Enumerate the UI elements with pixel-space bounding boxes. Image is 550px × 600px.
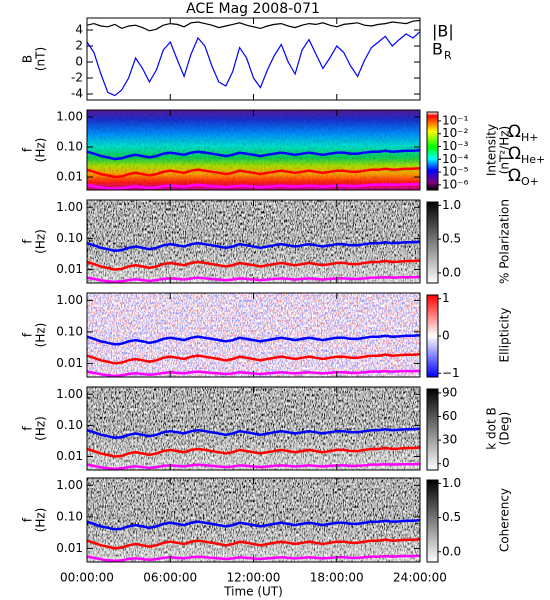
y-tick-label: 0.01 [56, 262, 83, 276]
colorbar-tick-label: 1.0 [442, 476, 461, 490]
y-axis-label: (Hz) [34, 229, 48, 254]
colorbar-label: Ellipticity [498, 308, 512, 363]
y-tick-label: 0.01 [56, 449, 83, 463]
y-tick-label: -2 [71, 71, 83, 85]
y-axis-label: (Hz) [34, 508, 48, 533]
colorbar-tick-label: 90 [442, 385, 457, 399]
y-tick-label: 0.10 [56, 231, 83, 245]
colorbar-tick-label: 10⁻⁴ [442, 152, 469, 166]
legend-subscript: R [444, 49, 452, 62]
colorbar-tick-label: 0.0 [442, 544, 461, 558]
gyrofrequency-line [87, 149, 420, 161]
colorbar-label: (Deg) [498, 412, 512, 446]
gyrofrequency-line [87, 446, 420, 458]
colorbar [426, 294, 439, 378]
y-tick-label: 1.00 [56, 387, 83, 401]
colorbar-tick-label: 1 [442, 291, 450, 305]
y-tick-label: 1.00 [56, 478, 83, 492]
colorbar-tick-label: 0.5 [442, 232, 461, 246]
colorbar [426, 201, 439, 284]
y-tick-label: 1.00 [56, 200, 83, 214]
colorbar-label: % Polarization [498, 199, 512, 284]
colorbar-tick-label: 0 [442, 456, 450, 470]
y-axis-label: f [21, 332, 35, 337]
y-tick-label: 1.00 [56, 293, 83, 307]
colorbar-tick-label: 10⁻⁶ [442, 177, 469, 191]
x-tick-label: 18:00:00 [310, 571, 364, 585]
gyrofrequency-line [87, 519, 420, 531]
colorbar-label: Intensity [485, 124, 499, 176]
colorbar-label: (nT²/Hz) [498, 126, 512, 174]
colorbar [426, 479, 439, 563]
y-axis-label: B [21, 55, 35, 63]
y-axis-label: f [21, 426, 35, 431]
y-tick-label: 0.10 [56, 140, 83, 154]
y-axis-label: (Hz) [34, 138, 48, 163]
x-tick-label: 24:00:00 [393, 571, 447, 585]
legend-label: Ω [508, 166, 521, 186]
colorbar-tick-label: 0.5 [442, 510, 461, 524]
data-line [87, 31, 420, 97]
colorbar-tick-label: 10⁻² [442, 126, 469, 140]
y-axis-label: (Hz) [34, 416, 48, 441]
spectrogram-texture [87, 110, 420, 190]
gyrofrequency-line [87, 259, 420, 271]
x-tick-label: 12:00:00 [227, 571, 281, 585]
legend-label: |B| [432, 22, 454, 41]
spectrogram-blue [87, 293, 420, 377]
colorbar-label: Coherency [498, 488, 512, 552]
y-axis-label: (Hz) [34, 323, 48, 348]
colorbar-tick-label: 1.0 [442, 198, 461, 212]
x-tick-label: 00:00:00 [60, 571, 114, 585]
y-axis-label: f [21, 517, 35, 522]
colorbar-tick-label: −1 [442, 366, 460, 380]
colorbar-tick-label: 0 [442, 329, 450, 343]
colorbar-label: k dot B [485, 407, 499, 449]
colorbar-tick-label: 10⁻¹ [442, 113, 469, 127]
spectrogram-fade [87, 200, 420, 283]
legend-subscript: H+ [521, 131, 539, 144]
legend-subscript: He+ [521, 153, 545, 166]
colorbar-tick-label: 10⁻³ [442, 139, 469, 153]
y-axis-label: f [21, 239, 35, 244]
y-tick-label: 1.00 [56, 109, 83, 123]
gyrofrequency-line [87, 334, 420, 346]
y-tick-label: 0.10 [56, 509, 83, 523]
y-tick-label: 0.10 [56, 324, 83, 338]
gyrofrequency-line [87, 537, 420, 550]
legend-subscript: O+ [521, 175, 539, 188]
x-axis-label: Time (UT) [223, 585, 283, 599]
colorbar-tick-label: 10⁻⁵ [442, 165, 469, 179]
y-tick-label: 4 [75, 23, 83, 37]
y-tick-label: 0.01 [56, 356, 83, 370]
colorbar-tick-label: 0.0 [442, 265, 461, 279]
y-axis-label: (nT) [34, 47, 48, 71]
gyrofrequency-line [87, 427, 420, 440]
data-line [87, 19, 420, 32]
gyrofrequency-line [87, 240, 420, 253]
gyrofrequency-line [87, 352, 420, 365]
y-axis-label: f [21, 147, 35, 152]
y-tick-label: 0 [75, 55, 83, 69]
chart-title: ACE Mag 2008-071 [186, 1, 320, 17]
y-tick-label: 0.01 [56, 541, 83, 555]
colorbar-tick-label: 60 [442, 409, 457, 423]
y-tick-label: 0.10 [56, 418, 83, 432]
colorbar [426, 111, 439, 191]
legend-label: Ω [508, 122, 521, 142]
y-tick-label: 0.01 [56, 170, 83, 184]
colorbar-tick-label: 30 [442, 433, 457, 447]
legend-label: Ω [508, 144, 521, 164]
colorbar [426, 388, 439, 471]
y-tick-label: 2 [75, 39, 83, 53]
legend-label: B [432, 40, 443, 59]
x-tick-label: 06:00:00 [143, 571, 197, 585]
gyrofrequency-line [87, 167, 420, 179]
spectrogram-fade [87, 478, 420, 562]
spectrogram-fade [87, 387, 420, 470]
y-tick-label: -4 [71, 87, 83, 101]
